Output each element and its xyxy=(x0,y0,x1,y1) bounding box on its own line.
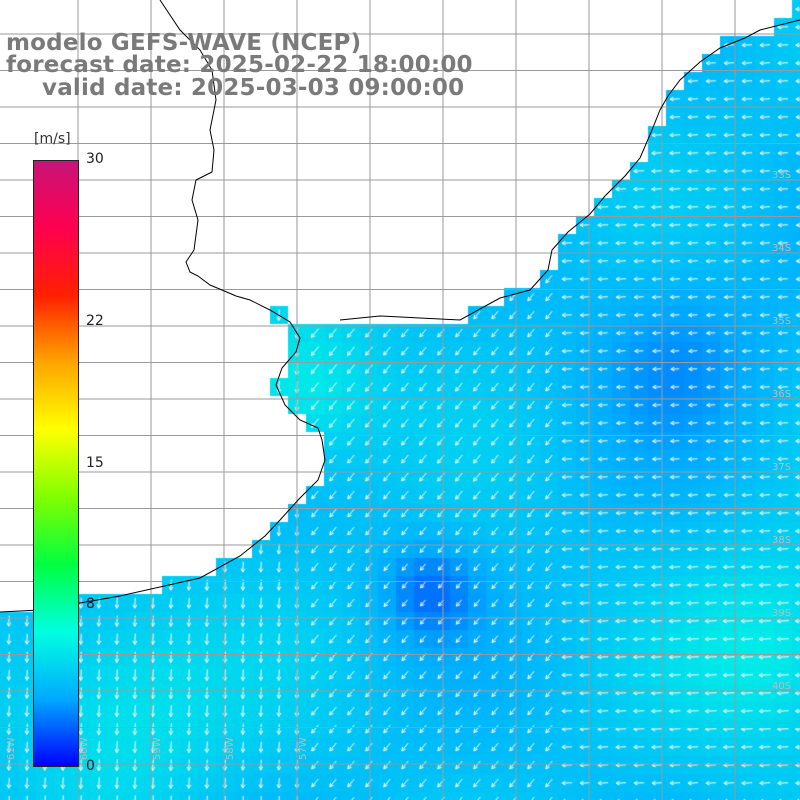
latitude-label: 33S xyxy=(772,170,791,181)
colorbar-unit: [m/s] xyxy=(34,131,71,147)
longitude-labels: 61W 60W 59W 58W 57W xyxy=(6,737,309,760)
forecast-date: forecast date: 2025-02-22 18:00:00 xyxy=(6,52,473,78)
latitude-label: 40S xyxy=(772,681,791,692)
latitude-label: 36S xyxy=(772,389,791,400)
latitude-label: 39S xyxy=(772,608,791,619)
latitude-labels: 33S 34S 35S 36S 37S 38S 39S 40S xyxy=(772,170,791,692)
colorbar xyxy=(33,160,79,767)
colorbar-tick-label: 8 xyxy=(86,596,95,613)
latitude-label: 34S xyxy=(772,243,791,254)
longitude-label: 59W xyxy=(152,737,163,760)
colorbar-tick-label: 0 xyxy=(86,758,95,774)
coastline-path xyxy=(339,19,800,321)
colorbar-tick-label: 15 xyxy=(86,454,104,471)
valid-date: valid date: 2025-03-03 09:00:00 xyxy=(42,75,465,101)
latitude-label: 38S xyxy=(772,535,791,546)
coastline xyxy=(0,0,800,613)
latitude-label: 35S xyxy=(772,316,791,327)
longitude-label: 57W xyxy=(298,737,309,760)
latitude-label: 37S xyxy=(772,462,791,473)
colorbar-tick-label: 22 xyxy=(86,312,104,329)
coastline-path xyxy=(0,0,326,613)
longitude-label: 61W xyxy=(6,737,17,760)
longitude-label: 58W xyxy=(225,737,236,760)
colorbar-tick-label: 30 xyxy=(86,151,104,167)
longitude-label: 60W xyxy=(79,737,90,760)
model-title: modelo GEFS-WAVE (NCEP) xyxy=(6,30,362,56)
